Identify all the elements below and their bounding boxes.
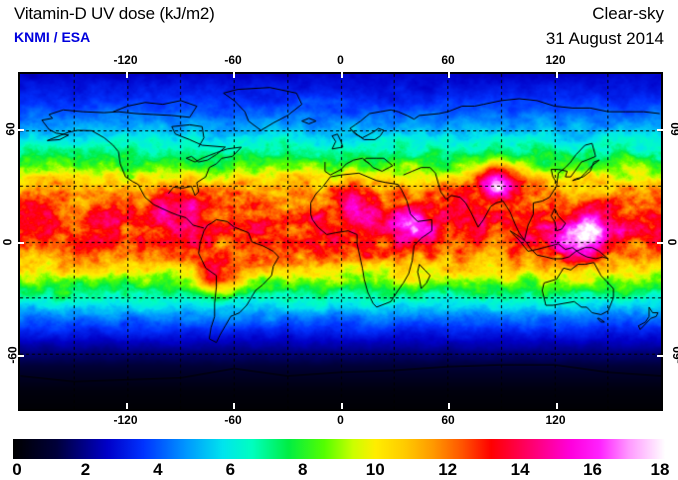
x-tickmark — [125, 72, 128, 78]
x-tickmark — [448, 72, 450, 78]
y-axis-tick-right-0: 0 — [665, 238, 678, 245]
x-axis-tick-bottom-120: 120 — [545, 413, 566, 427]
y-tickmark — [657, 241, 663, 244]
x-axis-tick-bottom--120: -120 — [113, 413, 138, 427]
colorbar-tick-14: 14 — [510, 460, 530, 479]
colorbar-tick-8: 8 — [298, 460, 308, 479]
x-tickmark — [555, 72, 558, 78]
colorbar-tick-12: 12 — [438, 460, 458, 479]
colorbar-tick-2: 2 — [80, 460, 91, 479]
x-axis-tick-top-0: 0 — [337, 53, 344, 67]
page-title: Vitamin-D UV dose (kJ/m2) — [14, 4, 215, 23]
y-axis-tick-right-minus60: -60 — [670, 345, 678, 364]
colorbar — [13, 439, 665, 459]
data-source-label: KNMI / ESA — [14, 29, 91, 45]
date-label: 31 August 2014 — [545, 29, 664, 48]
x-axis-tick-bottom-60: 60 — [441, 413, 455, 427]
y-tickmark — [18, 241, 24, 244]
colorbar-tick-10: 10 — [365, 460, 385, 479]
x-tickmark — [448, 403, 450, 409]
x-tickmark — [233, 72, 235, 78]
y-tickmark — [18, 354, 24, 357]
colorbar-tick-18: 18 — [650, 460, 670, 479]
colorbar-tick-6: 6 — [225, 460, 236, 479]
x-tickmark — [340, 403, 343, 409]
x-axis-tick-top-60: 60 — [441, 53, 455, 67]
x-axis-tick-bottom--60: -60 — [224, 413, 242, 427]
x-tickmark — [125, 403, 128, 409]
uv-dose-heatmap — [20, 74, 661, 409]
colorbar-tick-4: 4 — [153, 460, 163, 479]
colorbar-tick-0: 0 — [12, 460, 22, 479]
y-axis-tick-right-60: 60 — [668, 121, 678, 136]
x-tickmark — [233, 403, 235, 409]
x-tickmark — [555, 403, 558, 409]
y-axis-tick-left-60: 60 — [3, 121, 18, 136]
y-tickmark — [657, 354, 663, 357]
x-axis-tick-top-120: 120 — [545, 53, 566, 67]
y-tickmark — [657, 128, 663, 131]
x-axis-tick-bottom-0: 0 — [337, 413, 344, 427]
x-axis-tick-top--60: -60 — [224, 53, 242, 67]
colorbar-gradient — [13, 439, 665, 459]
x-axis-tick-top--120: -120 — [113, 53, 138, 67]
world-map-panel — [18, 72, 663, 411]
x-tickmark — [340, 72, 343, 78]
colorbar-tick-16: 16 — [583, 460, 603, 479]
y-tickmark — [18, 128, 24, 131]
y-axis-tick-left-0: 0 — [0, 238, 15, 245]
sky-condition-label: Clear-sky — [592, 4, 664, 23]
